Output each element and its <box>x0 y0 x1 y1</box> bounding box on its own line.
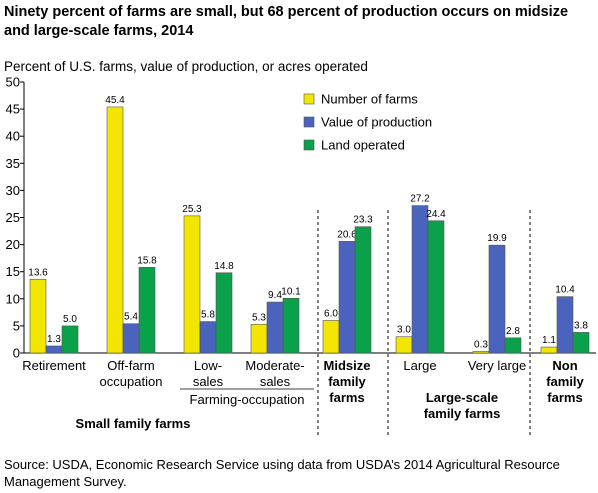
bar-value-label: 2.8 <box>506 326 520 337</box>
group-label: family farms <box>424 406 501 421</box>
y-tick-label: 50 <box>6 75 20 90</box>
bar <box>504 337 522 354</box>
bar-value-label: 5.8 <box>201 310 215 321</box>
chart-title: Ninety percent of farms are small, but 6… <box>4 4 569 39</box>
bar <box>427 220 445 354</box>
bar-value-label: 1.3 <box>47 334 61 345</box>
category-label: family <box>328 374 366 389</box>
bar-value-label: 5.0 <box>63 314 77 325</box>
bar <box>282 297 300 354</box>
bar <box>106 106 124 354</box>
bar-value-label: 10.1 <box>281 286 301 297</box>
bar <box>199 321 217 354</box>
y-axis-label: Percent of U.S. farms, value of producti… <box>4 59 368 74</box>
category-label: farms <box>329 390 364 405</box>
category-label: family <box>546 374 584 389</box>
y-tick-label: 10 <box>6 291 20 306</box>
bar-value-label: 25.3 <box>182 204 202 215</box>
bar-value-label: 3.0 <box>397 325 411 336</box>
bar-value-label: 13.6 <box>28 267 48 278</box>
bar <box>138 267 156 354</box>
bar <box>266 301 284 354</box>
legend-label: Value of production <box>321 115 432 130</box>
category-label: Moderate- <box>245 358 304 373</box>
bar <box>354 226 372 354</box>
bar-value-label: 0.3 <box>474 339 488 350</box>
bar <box>250 323 268 354</box>
bar <box>540 346 558 354</box>
bar-value-label: 9.4 <box>268 290 282 301</box>
category-label: sales <box>260 374 291 389</box>
bar <box>61 325 79 354</box>
category-label: Large <box>403 358 436 373</box>
bar-value-label: 24.4 <box>426 209 446 220</box>
category-label: Retirement <box>22 358 86 373</box>
bar <box>215 272 233 354</box>
y-tick-label: 45 <box>6 102 20 117</box>
y-tick-label: 15 <box>6 264 20 279</box>
legend-swatch <box>303 93 315 105</box>
category-label: sales <box>193 374 224 389</box>
bar-value-label: 5.3 <box>252 312 266 323</box>
y-tick-label: 0 <box>13 346 20 361</box>
subgroup-label: Farming-occupation <box>190 392 305 407</box>
bar <box>572 332 590 354</box>
bar <box>45 345 63 354</box>
y-tick-label: 40 <box>6 129 20 144</box>
category-label: Low- <box>194 358 222 373</box>
category-label: Very large <box>468 358 527 373</box>
bar-value-label: 10.4 <box>555 285 575 296</box>
category-label: Midsize <box>324 358 371 373</box>
bar <box>472 351 490 354</box>
category-label: farms <box>547 390 582 405</box>
bar-value-label: 5.4 <box>124 312 138 323</box>
y-tick-label: 30 <box>6 183 20 198</box>
legend-swatch <box>303 116 315 128</box>
legend-label: Number of farms <box>321 92 418 107</box>
y-tick-label: 20 <box>6 237 20 252</box>
bar <box>29 278 47 354</box>
source-note: Source: USDA, Economic Research Service … <box>4 457 560 489</box>
bar-value-label: 45.4 <box>105 95 125 106</box>
category-label: occupation <box>100 374 163 389</box>
bar <box>395 336 413 354</box>
y-tick-label: 25 <box>6 210 20 225</box>
category-label: Off-farm <box>107 358 154 373</box>
legend-swatch <box>303 139 315 151</box>
bar-value-label: 20.6 <box>337 229 357 240</box>
bar <box>556 296 574 354</box>
bar-value-label: 1.1 <box>542 335 556 346</box>
y-tick-label: 5 <box>13 318 20 333</box>
bar-value-label: 19.9 <box>487 233 507 244</box>
y-tick-label: 35 <box>6 156 20 171</box>
bar <box>122 323 140 354</box>
bar-value-label: 23.3 <box>353 215 373 226</box>
bar-value-label: 14.8 <box>214 261 234 272</box>
legend-label: Land operated <box>321 138 405 153</box>
bar <box>488 244 506 354</box>
bar <box>183 215 201 354</box>
bar-value-label: 27.2 <box>410 194 430 205</box>
bar <box>338 241 356 354</box>
bar <box>322 320 340 354</box>
bar-value-label: 3.8 <box>574 320 588 331</box>
bar-value-label: 6.0 <box>324 308 338 319</box>
group-label: Small family farms <box>76 416 191 431</box>
category-label: Non <box>552 358 577 373</box>
bar-value-label: 15.8 <box>137 255 157 266</box>
group-label: Large-scale <box>426 390 498 405</box>
bar <box>411 205 429 354</box>
